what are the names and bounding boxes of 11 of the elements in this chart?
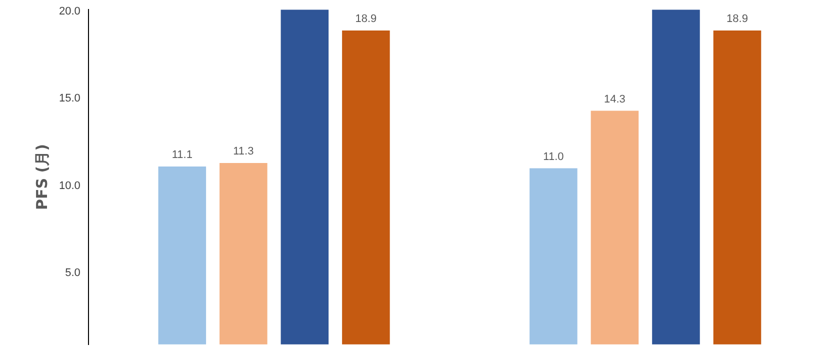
- data-label: 18.9: [355, 13, 377, 26]
- y-axis-title: PFS (月): [32, 144, 51, 210]
- y-tick-label: 20.0: [58, 5, 80, 18]
- data-label: 11.1: [172, 149, 192, 162]
- data-label: 11.0: [543, 150, 564, 163]
- y-tick-label: 5.0: [65, 266, 80, 279]
- y-tick-label: 10.0: [58, 180, 80, 192]
- data-label: 14.3: [604, 93, 626, 106]
- data-label: 11.3: [233, 146, 254, 158]
- data-label: 18.9: [726, 13, 748, 26]
- y-tick-label: 15.0: [58, 92, 80, 105]
